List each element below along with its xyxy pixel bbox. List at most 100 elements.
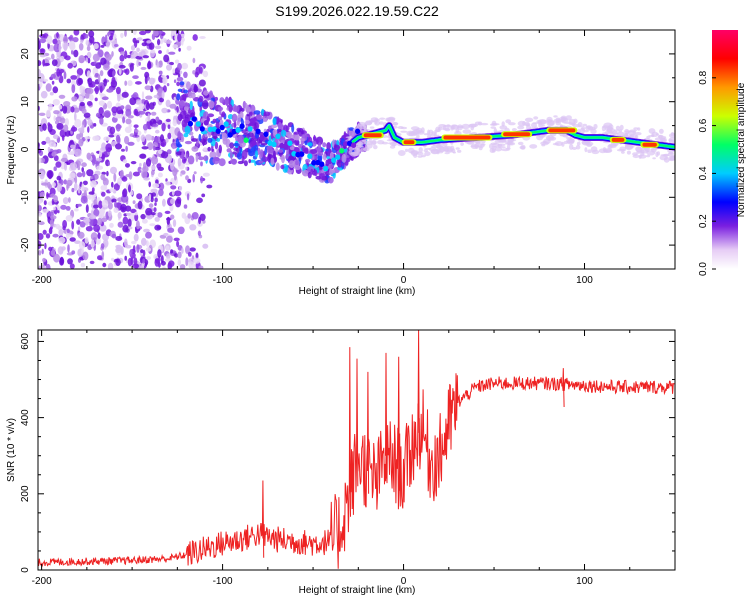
- noise-cell: [49, 226, 53, 230]
- noise-cell: [118, 64, 126, 69]
- noise-cell: [76, 219, 81, 225]
- noise-cell: [66, 184, 70, 189]
- noise-cell: [179, 173, 183, 177]
- noise-cell: [124, 238, 128, 247]
- noise-cell: [212, 131, 218, 140]
- noise-cell: [92, 53, 100, 62]
- noise-cell: [192, 34, 198, 41]
- noise-cell: [41, 248, 44, 255]
- noise-cell: [310, 168, 314, 175]
- noise-cell: [122, 224, 129, 233]
- noise-cell: [78, 241, 86, 250]
- noise-cell: [157, 249, 162, 258]
- noise-cell: [248, 159, 251, 164]
- peak-segment-3: [503, 132, 531, 137]
- noise-cell: [177, 131, 182, 140]
- noise-cell: [85, 39, 89, 46]
- noise-cell: [218, 144, 222, 154]
- noise-cell: [60, 55, 65, 62]
- noise-cell: [90, 239, 95, 248]
- noise-cell: [105, 54, 112, 61]
- noise-cell: [187, 155, 195, 165]
- spectrogram-ylabel: Frequency (Hz): [6, 116, 17, 185]
- noise-cell: [172, 44, 178, 49]
- noise-cell: [158, 70, 163, 75]
- haze-cell: [443, 145, 452, 149]
- haze-cell: [365, 120, 375, 123]
- y-tick-label: 10: [20, 96, 31, 108]
- noise-cell: [177, 259, 181, 266]
- noise-cell: [229, 142, 235, 149]
- noise-cell: [79, 101, 85, 107]
- noise-cell: [52, 206, 56, 211]
- noise-cell: [214, 141, 219, 150]
- noise-cell: [146, 40, 152, 44]
- noise-cell: [143, 177, 150, 181]
- noise-cell: [161, 122, 166, 132]
- noise-cell: [166, 39, 172, 44]
- noise-cell: [50, 249, 56, 256]
- noise-cell: [80, 195, 88, 204]
- noise-cell: [90, 232, 98, 241]
- noise-cell: [191, 146, 199, 152]
- haze-cell: [354, 146, 360, 151]
- noise-cell: [198, 265, 204, 269]
- noise-cell: [56, 31, 59, 39]
- noise-cell: [120, 32, 124, 39]
- haze-cell: [646, 150, 656, 156]
- noise-cell: [159, 97, 164, 103]
- noise-cell: [103, 136, 110, 142]
- noise-cell: [113, 173, 117, 182]
- haze-cell: [457, 149, 462, 153]
- noise-cell: [184, 125, 191, 135]
- haze-cell: [646, 154, 651, 158]
- noise-cell: [93, 208, 100, 217]
- colorbar: 0.0 0.2 0.4 0.6 0.8 Normalized spectral ampl…: [698, 30, 747, 276]
- noise-cell: [158, 188, 164, 197]
- noise-cell: [147, 113, 151, 122]
- noise-cell: [150, 188, 158, 193]
- noise-cell: [117, 177, 122, 186]
- noise-cell: [129, 249, 133, 257]
- ridge-cell: [343, 141, 349, 147]
- noise-cell: [177, 226, 185, 235]
- noise-cell: [107, 202, 113, 210]
- noise-cell: [71, 96, 78, 102]
- noise-cell: [115, 134, 121, 143]
- noise-cell: [135, 81, 142, 85]
- noise-cell: [165, 118, 171, 123]
- noise-cell: [111, 76, 116, 86]
- haze-cell: [559, 134, 569, 137]
- haze-cell: [610, 132, 619, 135]
- noise-cell: [76, 172, 83, 178]
- noise-cell: [343, 148, 347, 153]
- haze-cell: [373, 145, 378, 150]
- noise-cell: [78, 95, 83, 101]
- noise-cell: [216, 137, 221, 142]
- noise-cell: [82, 180, 88, 186]
- noise-cell: [99, 149, 103, 158]
- noise-cell: [183, 204, 188, 209]
- ridge-cell: [223, 121, 229, 127]
- noise-cell: [136, 58, 140, 68]
- noise-cell: [174, 253, 179, 258]
- noise-cell: [166, 64, 172, 71]
- haze-cell: [517, 120, 526, 127]
- noise-cell: [90, 180, 97, 188]
- noise-cell: [172, 68, 176, 74]
- noise-cell: [246, 113, 250, 117]
- noise-cell: [96, 157, 102, 162]
- noise-cell: [39, 191, 45, 198]
- noise-cell: [120, 51, 125, 56]
- haze-cell: [469, 123, 478, 128]
- peak-segment-4: [548, 128, 576, 133]
- noise-cell: [322, 142, 327, 148]
- ridge-cell: [259, 134, 265, 141]
- ridge-cell: [347, 140, 353, 147]
- noise-cell: [126, 259, 129, 264]
- noise-cell: [84, 237, 89, 244]
- haze-cell: [632, 130, 637, 134]
- haze-cell: [404, 148, 409, 153]
- noise-cell: [219, 97, 225, 104]
- haze-cell: [593, 123, 598, 130]
